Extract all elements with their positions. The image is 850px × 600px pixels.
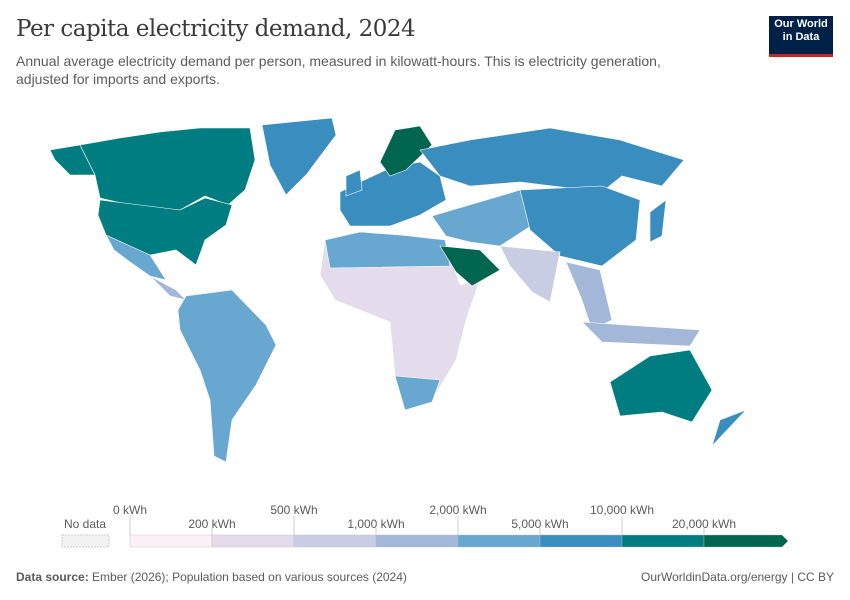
legend-tick-label: 2,000 kWh — [429, 503, 487, 517]
country-region-usa[interactable] — [97, 197, 233, 266]
country-region-north-africa[interactable] — [324, 231, 451, 269]
legend-no-data-label: No data — [63, 517, 107, 531]
legend-bin-5 — [539, 534, 623, 548]
country-region-uk[interactable] — [345, 169, 363, 197]
legend-tick-label: 5,000 kWh — [511, 517, 569, 531]
country-region-australia[interactable] — [609, 349, 713, 423]
legend-bin-2 — [293, 534, 377, 548]
logo-line-2: in Data — [782, 31, 820, 43]
legend-tick-label: 0 kWh — [112, 503, 148, 517]
chart-subtitle: Annual average electricity demand per pe… — [16, 53, 661, 87]
legend-tick-label: 1,000 kWh — [347, 517, 405, 531]
legend-bar — [61, 516, 789, 548]
country-region-europe[interactable] — [339, 161, 447, 227]
legend-bin-4 — [457, 534, 541, 548]
logo-line-1: Our World — [774, 18, 828, 30]
legend-bin-3 — [375, 534, 459, 548]
chart-title: Per capita electricity demand, 2024 — [16, 16, 416, 42]
legend-tick-label: 200 kWh — [188, 517, 236, 531]
country-region-saudi-arabia[interactable] — [439, 245, 501, 287]
country-region-central-america[interactable] — [149, 275, 187, 301]
country-region-china[interactable] — [519, 185, 641, 267]
country-region-nordics[interactable] — [379, 125, 433, 177]
source-label: Data source: — [16, 570, 89, 584]
country-region-canada[interactable] — [79, 127, 256, 211]
legend-bin-7 — [703, 534, 789, 548]
country-region-indonesia[interactable] — [581, 321, 701, 347]
legend-tick-label: 500 kWh — [270, 503, 318, 517]
country-region-india[interactable] — [499, 245, 561, 303]
legend-tick-label: 20,000 kWh — [671, 517, 737, 531]
country-region-southeast-asia[interactable] — [565, 261, 613, 331]
source-text[interactable]: Ember (2026); Population based on variou… — [92, 570, 407, 584]
country-region-south-america[interactable] — [177, 289, 277, 463]
footer-credit[interactable]: OurWorldinData.org/energy | CC BY — [641, 570, 834, 584]
legend-bin-1 — [211, 534, 295, 548]
legend-bin-0 — [129, 534, 213, 548]
country-region-russia[interactable] — [419, 127, 685, 193]
owid-logo[interactable]: Our World in Data — [769, 16, 833, 57]
footer-source: Data source: Ember (2026); Population ba… — [16, 570, 407, 584]
country-region-japan[interactable] — [649, 199, 667, 243]
country-region-greenland[interactable] — [261, 117, 337, 196]
world-map[interactable] — [0, 100, 850, 500]
country-region-south-africa[interactable] — [394, 375, 441, 411]
country-region-new-zealand[interactable] — [711, 409, 747, 447]
legend: No data 0 kWh 200 kWh 500 kWh 1,000 kWh 2,00… — [0, 500, 850, 560]
legend-bin-6 — [621, 534, 705, 548]
legend-no-data-swatch — [61, 534, 110, 548]
legend-tick-label: 10,000 kWh — [589, 503, 655, 517]
